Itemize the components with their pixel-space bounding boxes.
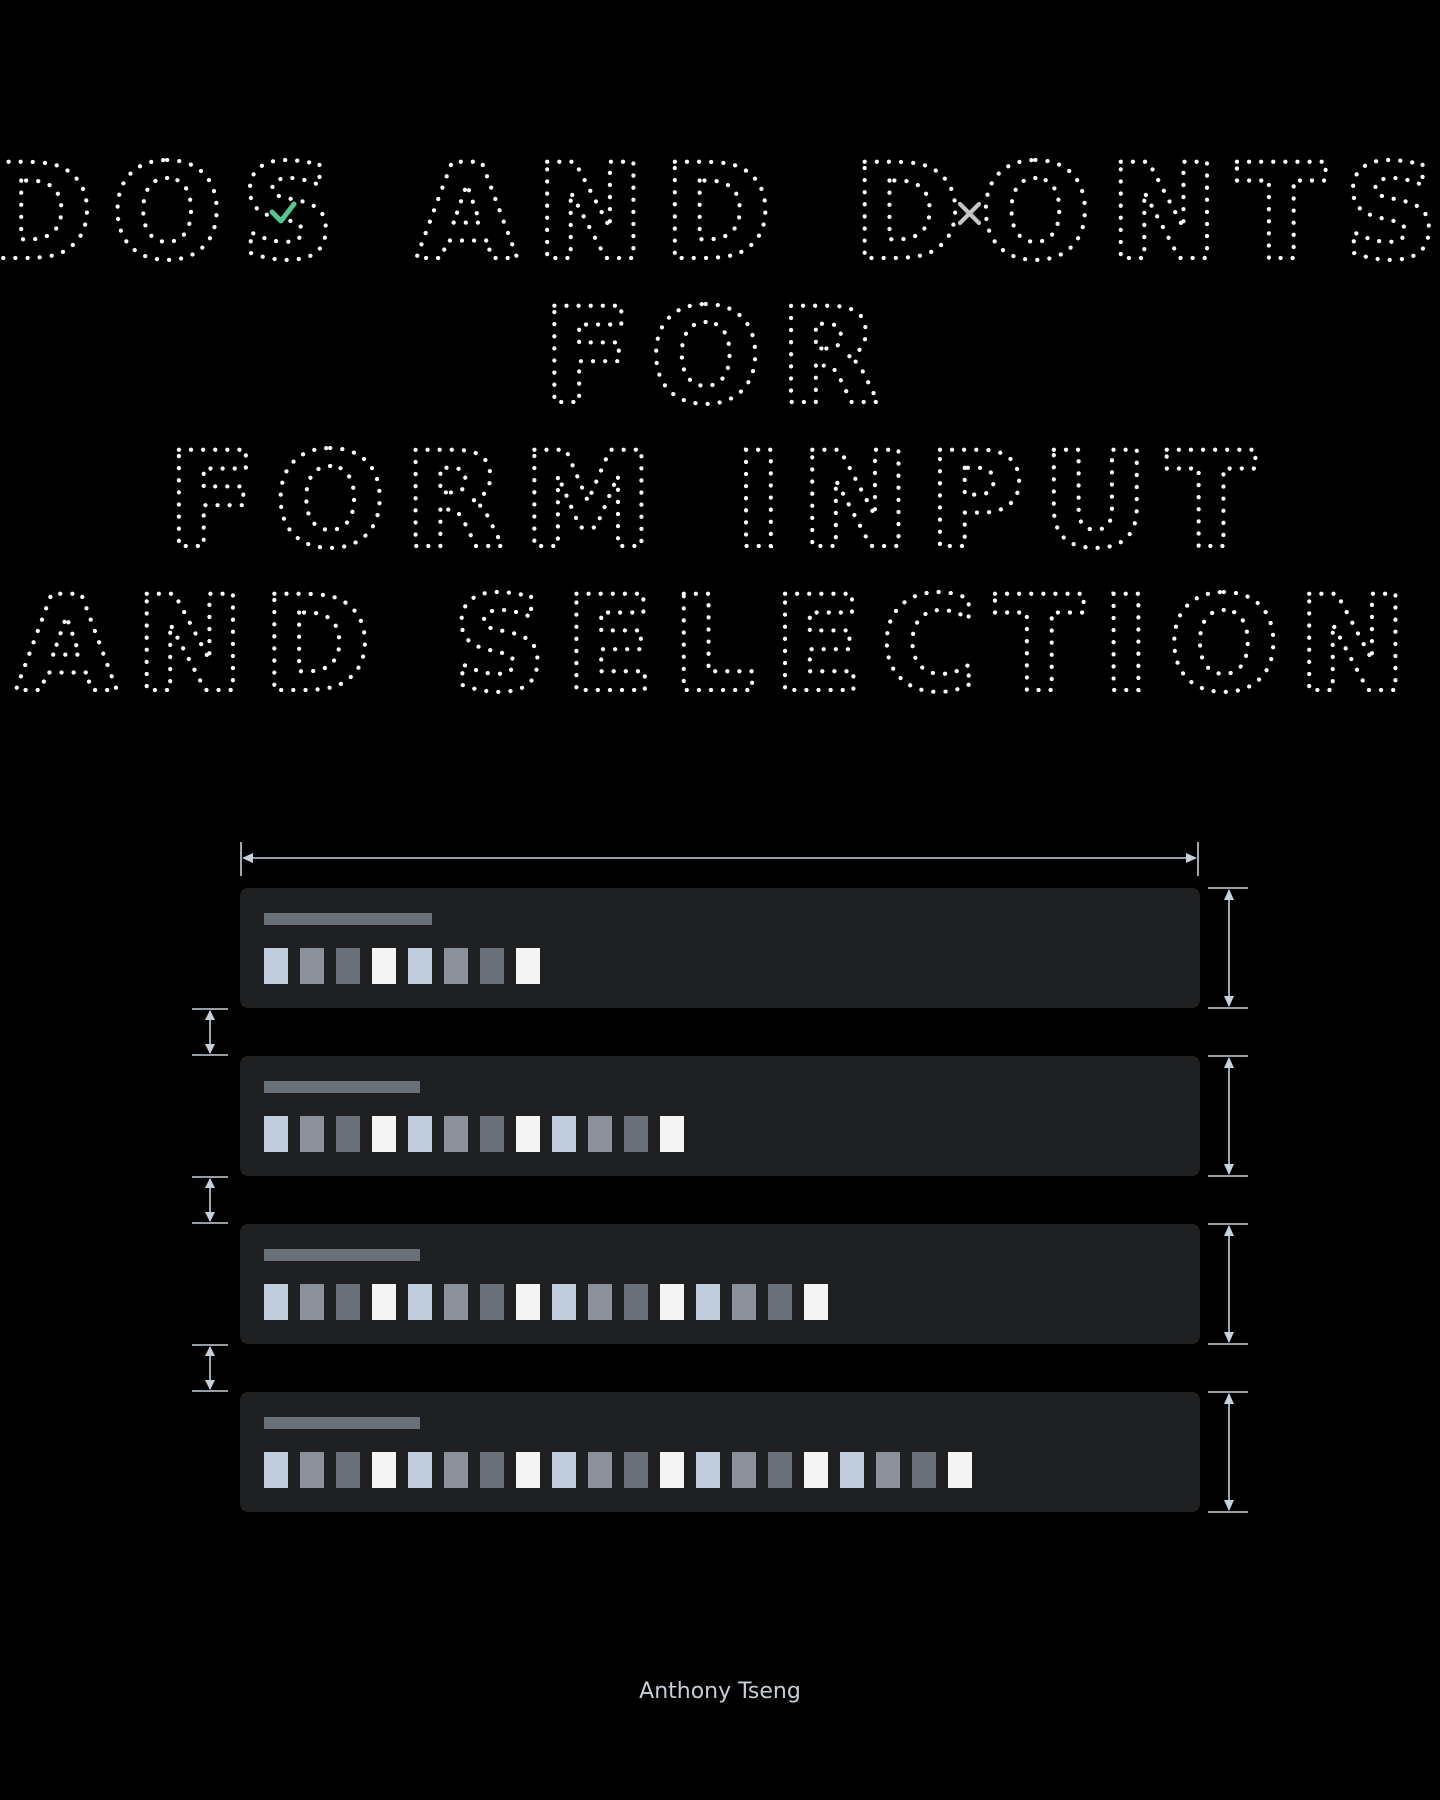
value-block — [732, 1284, 756, 1320]
value-block — [876, 1452, 900, 1488]
title-line-3: FORM INPUT — [167, 424, 1274, 578]
field-label-bar — [264, 913, 432, 925]
title-line-4: AND SELECTION — [15, 568, 1424, 722]
value-block — [300, 1116, 324, 1152]
value-block — [768, 1284, 792, 1320]
field-label-bar — [264, 1417, 420, 1429]
value-block — [804, 1284, 828, 1320]
value-block — [408, 948, 432, 984]
value-block — [408, 1284, 432, 1320]
value-block — [588, 1284, 612, 1320]
dotted-title: DOS AND DONTS FOR FORM INPUT AND SELECTI… — [0, 134, 1440, 724]
value-block — [336, 1452, 360, 1488]
value-block — [768, 1452, 792, 1488]
value-block — [624, 1116, 648, 1152]
value-block — [624, 1452, 648, 1488]
value-block — [480, 1452, 504, 1488]
spacing-dimension-3 — [192, 1344, 228, 1392]
value-block — [408, 1452, 432, 1488]
value-block — [552, 1452, 576, 1488]
spacing-dimension-1 — [192, 1008, 228, 1056]
value-block — [300, 1284, 324, 1320]
field-value-blocks — [264, 948, 972, 1488]
title-line-2: FOR — [542, 280, 898, 434]
value-block — [480, 1116, 504, 1152]
value-block — [696, 1284, 720, 1320]
value-block — [516, 1284, 540, 1320]
value-block — [480, 1284, 504, 1320]
value-block — [840, 1452, 864, 1488]
value-block — [264, 1452, 288, 1488]
height-dimension-4 — [1208, 1391, 1248, 1513]
value-block — [444, 1284, 468, 1320]
x-icon — [957, 201, 982, 226]
value-block — [264, 1116, 288, 1152]
value-block — [264, 948, 288, 984]
value-block — [804, 1452, 828, 1488]
value-block — [444, 1116, 468, 1152]
height-dimension-1 — [1208, 887, 1248, 1009]
value-block — [372, 948, 396, 984]
height-dimension-2 — [1208, 1055, 1248, 1177]
title-line-1: DOS AND DONTS — [0, 136, 1440, 290]
value-block — [336, 1116, 360, 1152]
value-block — [408, 1116, 432, 1152]
value-block — [732, 1452, 756, 1488]
value-block — [516, 1116, 540, 1152]
form-field-illustration — [192, 842, 1248, 1513]
value-block — [660, 1116, 684, 1152]
value-block — [588, 1452, 612, 1488]
value-block — [480, 948, 504, 984]
value-block — [336, 1284, 360, 1320]
value-block — [372, 1284, 396, 1320]
value-block — [372, 1116, 396, 1152]
value-block — [624, 1284, 648, 1320]
field-label-bar — [264, 1249, 420, 1261]
value-block — [912, 1452, 936, 1488]
value-block — [516, 948, 540, 984]
height-dimension-3 — [1208, 1223, 1248, 1345]
value-block — [552, 1284, 576, 1320]
value-block — [552, 1116, 576, 1152]
value-block — [264, 1284, 288, 1320]
check-icon — [269, 201, 297, 224]
value-block — [372, 1452, 396, 1488]
field-label-bar — [264, 1081, 420, 1093]
value-block — [300, 1452, 324, 1488]
value-block — [444, 948, 468, 984]
value-block — [660, 1284, 684, 1320]
spacing-dimension-2 — [192, 1176, 228, 1224]
author-name: Anthony Tseng — [639, 1679, 801, 1704]
value-block — [336, 948, 360, 984]
value-block — [444, 1452, 468, 1488]
value-block — [516, 1452, 540, 1488]
width-dimension — [240, 842, 1199, 876]
value-block — [696, 1452, 720, 1488]
value-block — [948, 1452, 972, 1488]
value-block — [588, 1116, 612, 1152]
value-block — [660, 1452, 684, 1488]
value-block — [300, 948, 324, 984]
